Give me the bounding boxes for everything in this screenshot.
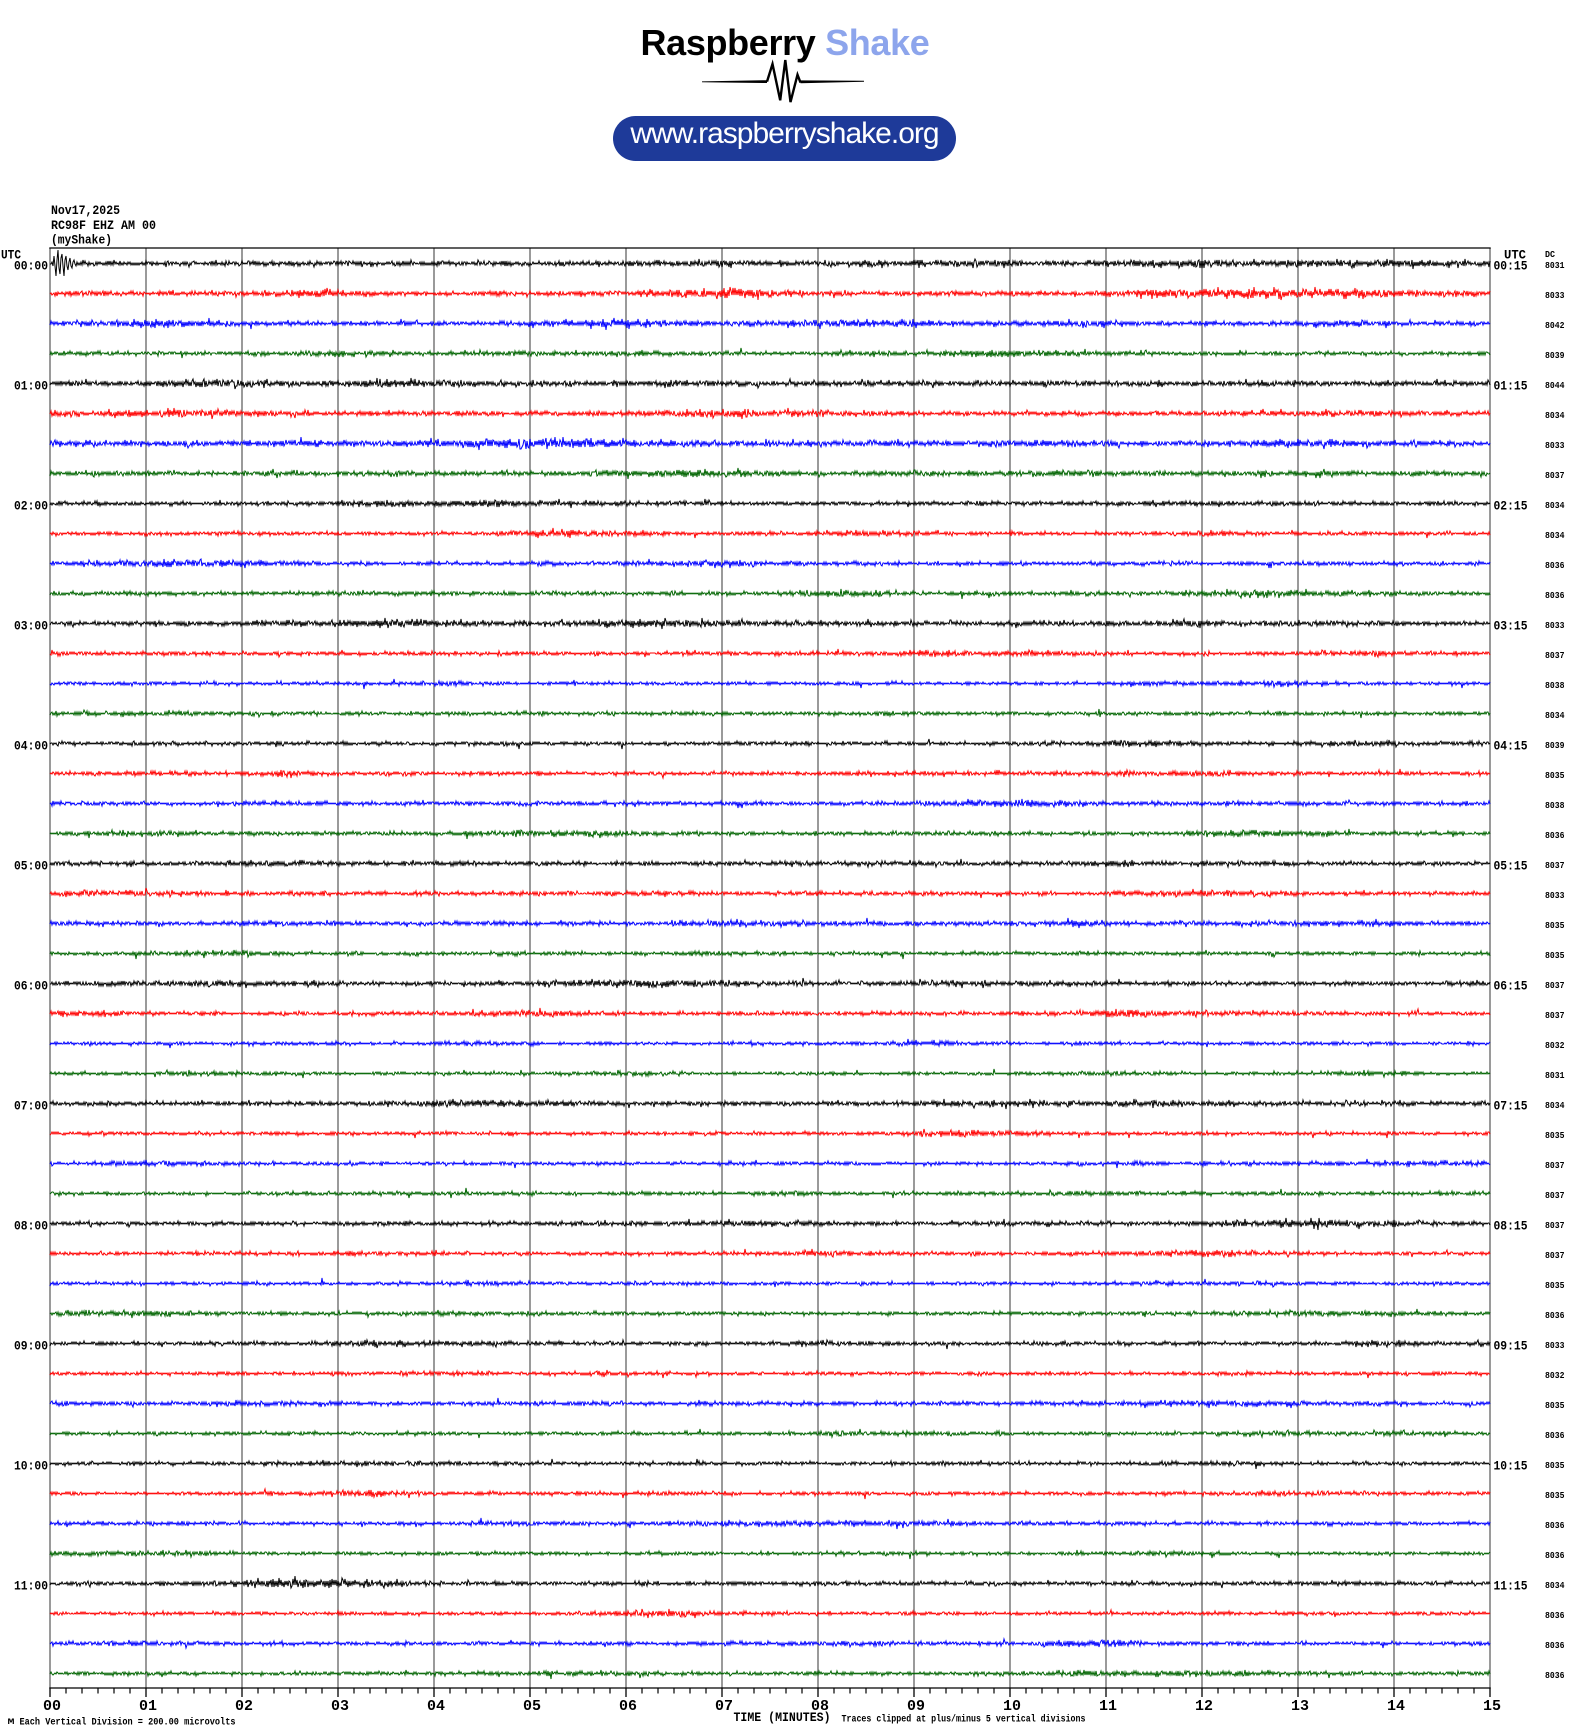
svg-text:8035: 8035 <box>1545 770 1565 781</box>
svg-text:8031: 8031 <box>1545 1070 1565 1081</box>
svg-text:8034: 8034 <box>1545 530 1565 541</box>
svg-text:12: 12 <box>1195 1698 1213 1715</box>
svg-text:8036: 8036 <box>1545 1310 1565 1321</box>
svg-text:8036: 8036 <box>1545 590 1565 601</box>
svg-text:8037: 8037 <box>1545 860 1565 871</box>
svg-text:Nov17,2025: Nov17,2025 <box>51 203 120 218</box>
svg-text:8036: 8036 <box>1545 1640 1565 1651</box>
svg-text:13: 13 <box>1291 1698 1309 1715</box>
svg-text:8033: 8033 <box>1545 440 1565 451</box>
svg-text:8034: 8034 <box>1545 710 1565 721</box>
svg-text:8037: 8037 <box>1545 1010 1565 1021</box>
svg-text:08:15: 08:15 <box>1494 1219 1528 1234</box>
svg-text:Each Vertical Division = 200.: Each Vertical Division = 200.00 microvol… <box>20 1717 236 1729</box>
svg-text:8037: 8037 <box>1545 1160 1565 1171</box>
svg-text:8035: 8035 <box>1545 1280 1565 1291</box>
svg-text:03:15: 03:15 <box>1494 619 1528 634</box>
svg-text:8037: 8037 <box>1545 1190 1565 1201</box>
svg-text:00: 00 <box>43 1698 61 1715</box>
svg-text:8036: 8036 <box>1545 560 1565 571</box>
svg-text:8039: 8039 <box>1545 350 1565 361</box>
svg-text:8032: 8032 <box>1545 1370 1565 1381</box>
svg-text:14: 14 <box>1387 1698 1405 1715</box>
svg-text:RC98F EHZ AM 00: RC98F EHZ AM 00 <box>51 218 156 233</box>
svg-text:09: 09 <box>907 1698 925 1715</box>
svg-text:06:00: 06:00 <box>14 979 48 994</box>
svg-text:10:00: 10:00 <box>14 1459 48 1474</box>
svg-text:09:15: 09:15 <box>1494 1339 1528 1354</box>
svg-text:8033: 8033 <box>1545 620 1565 631</box>
svg-text:06:15: 06:15 <box>1494 979 1528 994</box>
svg-text:8035: 8035 <box>1545 920 1565 931</box>
svg-text:03:00: 03:00 <box>14 619 48 634</box>
svg-text:00:00: 00:00 <box>14 259 48 274</box>
svg-text:8044: 8044 <box>1545 380 1565 391</box>
svg-text:8033: 8033 <box>1545 290 1565 301</box>
svg-text:8036: 8036 <box>1545 1670 1565 1681</box>
svg-text:11:15: 11:15 <box>1494 1579 1528 1594</box>
svg-text:10:15: 10:15 <box>1494 1459 1528 1474</box>
svg-text:01:15: 01:15 <box>1494 379 1528 394</box>
svg-text:15: 15 <box>1483 1698 1501 1715</box>
svg-text:8031: 8031 <box>1545 260 1565 271</box>
svg-text:10: 10 <box>1003 1698 1021 1715</box>
svg-text:05:15: 05:15 <box>1494 859 1528 874</box>
svg-text:8035: 8035 <box>1545 1130 1565 1141</box>
svg-text:04:15: 04:15 <box>1494 739 1528 754</box>
svg-text:8037: 8037 <box>1545 650 1565 661</box>
svg-text:11: 11 <box>1099 1698 1117 1715</box>
svg-text:M: M <box>8 1718 15 1727</box>
svg-text:08:00: 08:00 <box>14 1219 48 1234</box>
svg-text:8037: 8037 <box>1545 1220 1565 1231</box>
svg-text:8037: 8037 <box>1545 980 1565 991</box>
svg-text:00:15: 00:15 <box>1494 259 1528 274</box>
svg-text:Traces clipped at plus/minus 5: Traces clipped at plus/minus 5 vertical … <box>842 1714 1086 1726</box>
svg-text:8036: 8036 <box>1545 1430 1565 1441</box>
svg-text:8035: 8035 <box>1545 1490 1565 1501</box>
svg-text:DC: DC <box>1545 249 1555 260</box>
svg-text:(myShake): (myShake) <box>51 233 112 248</box>
svg-text:06: 06 <box>619 1698 637 1715</box>
svg-text:8039: 8039 <box>1545 740 1565 751</box>
svg-text:8036: 8036 <box>1545 1610 1565 1621</box>
svg-text:03: 03 <box>331 1698 349 1715</box>
svg-text:05:00: 05:00 <box>14 859 48 874</box>
svg-text:TIME (MINUTES): TIME (MINUTES) <box>734 1710 831 1725</box>
svg-text:04:00: 04:00 <box>14 739 48 754</box>
svg-text:UTC: UTC <box>1504 248 1526 263</box>
svg-text:09:00: 09:00 <box>14 1339 48 1354</box>
svg-text:8037: 8037 <box>1545 1250 1565 1261</box>
svg-text:07:15: 07:15 <box>1494 1099 1528 1114</box>
svg-text:08: 08 <box>811 1698 829 1715</box>
svg-text:8033: 8033 <box>1545 890 1565 901</box>
svg-text:07: 07 <box>715 1698 733 1715</box>
svg-text:8033: 8033 <box>1545 1340 1565 1351</box>
svg-text:8036: 8036 <box>1545 1520 1565 1531</box>
svg-text:UTC: UTC <box>1 248 21 263</box>
svg-text:8036: 8036 <box>1545 1550 1565 1561</box>
svg-text:8034: 8034 <box>1545 500 1565 511</box>
svg-text:8035: 8035 <box>1545 950 1565 961</box>
svg-text:8032: 8032 <box>1545 1040 1565 1051</box>
svg-text:01:00: 01:00 <box>14 379 48 394</box>
svg-text:8038: 8038 <box>1545 680 1565 691</box>
svg-text:8038: 8038 <box>1545 800 1565 811</box>
svg-text:02:00: 02:00 <box>14 499 48 514</box>
svg-text:8042: 8042 <box>1545 320 1565 331</box>
svg-text:02:15: 02:15 <box>1494 499 1528 514</box>
svg-text:8037: 8037 <box>1545 470 1565 481</box>
svg-text:8034: 8034 <box>1545 410 1565 421</box>
svg-text:05: 05 <box>523 1698 541 1715</box>
svg-text:8034: 8034 <box>1545 1580 1565 1591</box>
svg-text:8036: 8036 <box>1545 830 1565 841</box>
svg-text:8035: 8035 <box>1545 1400 1565 1411</box>
svg-text:11:00: 11:00 <box>14 1579 48 1594</box>
svg-text:8034: 8034 <box>1545 1100 1565 1111</box>
svg-text:07:00: 07:00 <box>14 1099 48 1114</box>
svg-text:04: 04 <box>427 1698 445 1715</box>
svg-text:02: 02 <box>235 1698 253 1715</box>
svg-text:01: 01 <box>139 1698 157 1715</box>
svg-text:8035: 8035 <box>1545 1460 1565 1471</box>
